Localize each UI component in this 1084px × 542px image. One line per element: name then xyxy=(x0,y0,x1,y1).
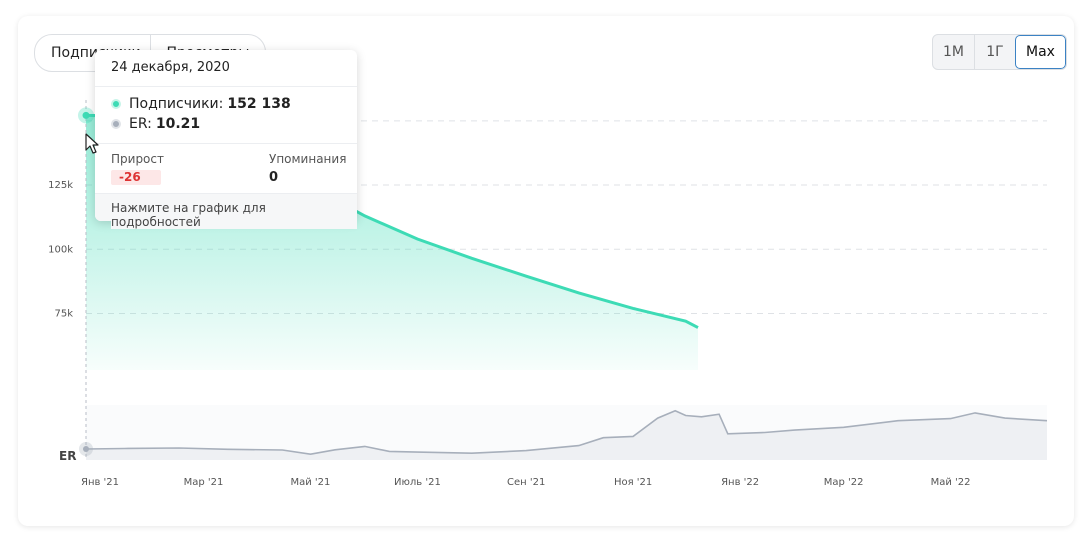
mouse-cursor-icon xyxy=(85,133,99,154)
tooltip-er-row: ER: 10.21 xyxy=(111,116,200,132)
tooltip-subscribers-value: 152 138 xyxy=(227,96,291,112)
x-tick-label: Сен '21 xyxy=(507,477,545,488)
x-tick-label: Мар '21 xyxy=(184,477,224,488)
range-1m-button[interactable]: 1М xyxy=(943,44,964,60)
y-axis: 75k 100k 125k xyxy=(48,180,73,319)
y-tick-label: 125k xyxy=(48,180,73,191)
hover-markers xyxy=(78,107,94,456)
x-tick-label: Май '22 xyxy=(931,477,971,488)
er-line xyxy=(85,409,1048,456)
tooltip-divider xyxy=(95,86,357,87)
tooltip-growth-label: Прирост xyxy=(111,152,164,166)
tooltip-er-value: 10.21 xyxy=(155,116,201,132)
x-tick-label: Янв '22 xyxy=(721,477,759,488)
y-tick-label: 75k xyxy=(54,308,73,319)
tooltip-mentions-value: 0 xyxy=(269,170,279,185)
er-axis-label: ER xyxy=(59,449,76,463)
x-axis: Янв '21 Мар '21 Май '21 Июль '21 Сен '21 Ноя … xyxy=(81,477,971,488)
subscribers-dot-icon xyxy=(111,99,121,109)
x-tick-label: Ноя '21 xyxy=(614,477,652,488)
tooltip-er-label: ER: xyxy=(129,116,152,132)
x-tick-label: Мар '22 xyxy=(824,477,864,488)
range-max-button[interactable]: Max xyxy=(1015,35,1066,69)
er-dot-icon xyxy=(111,119,121,129)
tooltip-subscribers-row: Подписчики: 152 138 xyxy=(111,96,291,112)
tooltip-date: 24 декабря, 2020 xyxy=(111,60,230,75)
tooltip-divider xyxy=(95,193,357,194)
subscribers-hover-point xyxy=(82,111,90,119)
x-tick-label: Июль '21 xyxy=(394,477,441,488)
er-area xyxy=(86,410,1047,460)
tooltip-subscribers-label: Подписчики: xyxy=(129,96,224,112)
y-tick-label: 100k xyxy=(48,244,73,255)
x-tick-label: Май '21 xyxy=(291,477,331,488)
tooltip-growth-value: -26 xyxy=(111,170,161,185)
chart-tooltip: 24 декабря, 2020 Подписчики: 152 138 ER:… xyxy=(95,50,357,229)
er-hover-point xyxy=(83,446,89,452)
tooltip-hint: Нажмите на график для подробностей xyxy=(111,201,357,229)
tooltip-divider xyxy=(95,143,357,144)
range-1y-button[interactable]: 1Г xyxy=(974,35,1015,69)
tooltip-mentions-label: Упоминания xyxy=(269,152,347,166)
x-tick-label: Янв '21 xyxy=(81,477,119,488)
range-selector[interactable]: 1М 1Г Max xyxy=(932,34,1067,70)
